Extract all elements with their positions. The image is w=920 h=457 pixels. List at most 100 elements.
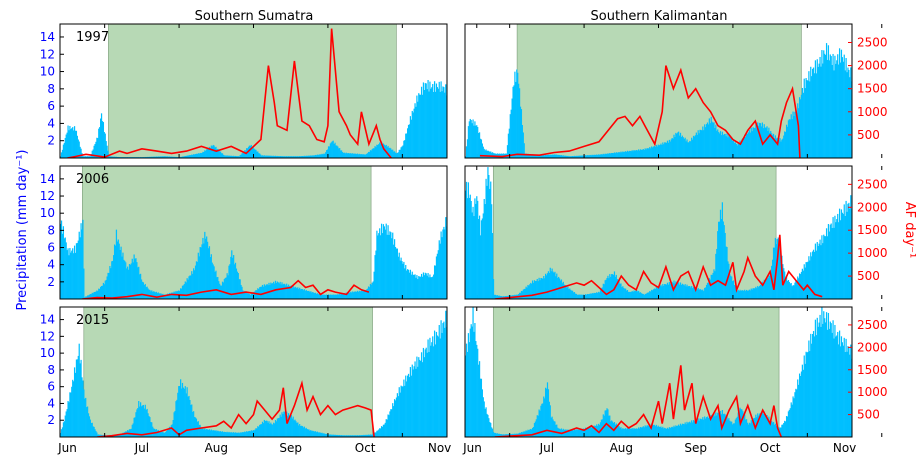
precip-bar: [785, 131, 787, 158]
precip-bar: [154, 292, 157, 299]
precip-bar: [166, 293, 169, 299]
precip-bar: [542, 403, 544, 437]
precip-bar: [355, 154, 358, 158]
precip-bar: [314, 431, 317, 437]
precip-bar: [329, 294, 332, 299]
precip-bar: [157, 156, 159, 158]
precip-bar: [722, 221, 724, 299]
precip-bar: [166, 430, 168, 437]
precip-bar: [527, 429, 529, 437]
precip-bar: [374, 146, 376, 158]
precip-bar: [753, 418, 755, 437]
precip-bar: [241, 432, 243, 437]
precip-bar: [413, 108, 415, 158]
precip-bar: [243, 151, 245, 158]
precip-bar: [238, 433, 240, 437]
precip-bar: [690, 287, 692, 299]
precip-bar: [533, 280, 536, 299]
precip-bar: [335, 435, 337, 437]
precip-bar: [670, 282, 672, 299]
precip-bar: [718, 133, 721, 158]
precip-bar: [233, 432, 236, 437]
precip-bar: [388, 147, 390, 158]
precip-bar: [629, 291, 631, 299]
precip-bar: [147, 413, 149, 437]
precip-bar: [419, 276, 421, 299]
precip-bar: [200, 247, 202, 299]
precip-bar: [321, 294, 323, 299]
precip-bar: [678, 425, 681, 437]
precip-bar: [369, 434, 372, 437]
precip-bar: [599, 154, 602, 158]
precip-bar: [444, 92, 446, 158]
precip-bar: [525, 286, 527, 299]
precip-bar: [320, 154, 322, 158]
precip-bar: [780, 141, 782, 158]
precip-bar: [775, 426, 777, 437]
precip-bar: [790, 114, 792, 158]
precip-bar: [270, 155, 272, 158]
precip-bar: [375, 432, 377, 437]
precip-bar: [813, 73, 816, 158]
precip-bar: [351, 435, 353, 437]
precip-bar: [524, 288, 526, 299]
precip-bar: [171, 424, 173, 437]
precip-bar: [76, 243, 78, 299]
precip-bar: [758, 413, 761, 437]
precip-bar: [771, 259, 774, 299]
precip-bar: [314, 154, 317, 158]
precip-bar: [92, 149, 94, 158]
precip-bar: [658, 286, 660, 299]
precip-bar: [499, 295, 501, 299]
precip-bar: [583, 428, 585, 437]
precip-bar: [67, 248, 69, 299]
precip-bar: [840, 209, 843, 299]
precip-bar: [664, 427, 666, 437]
precip-bar: [193, 270, 196, 299]
precip-bar: [604, 280, 606, 299]
precip-bar: [286, 156, 288, 158]
precip-bar: [384, 422, 386, 437]
precip-bar: [842, 345, 844, 437]
precip-bar: [377, 145, 379, 158]
precip-bar: [244, 150, 246, 158]
precip-bar: [232, 432, 234, 437]
precip-bar: [480, 139, 483, 158]
precip-bar: [792, 111, 794, 158]
precip-bar: [270, 422, 272, 437]
precip-bar: [811, 343, 813, 437]
precip-bar: [576, 155, 578, 158]
precip-bar: [723, 413, 725, 437]
precip-bar: [826, 236, 829, 299]
precip-bar: [810, 252, 812, 299]
precip-bar: [681, 423, 683, 437]
precip-bar: [656, 146, 658, 158]
precip-bar: [239, 155, 241, 158]
precip-bar: [173, 412, 175, 437]
precip-bar: [654, 288, 657, 299]
precip-bar: [367, 151, 370, 158]
precip-bar: [431, 87, 433, 158]
precip-bar: [735, 418, 737, 437]
precip-bar: [215, 270, 217, 299]
precip-bar: [418, 93, 420, 158]
precip-bar: [614, 424, 617, 437]
precip-bar: [95, 291, 97, 299]
precip-bar: [286, 156, 289, 158]
precip-bar: [260, 424, 262, 437]
precip-bar: [610, 421, 612, 437]
precip-bar: [93, 291, 95, 299]
precip-bar: [193, 154, 195, 158]
precip-bar: [831, 227, 833, 299]
precip-bar: [60, 223, 62, 299]
precip-bar: [329, 143, 332, 158]
dry-season-shade: [83, 306, 373, 438]
precip-bar: [732, 139, 735, 158]
precip-bar: [574, 293, 577, 299]
precip-bar: [579, 295, 581, 299]
precip-bar: [743, 290, 745, 299]
precip-bar: [776, 137, 778, 158]
precip-bar: [789, 119, 791, 158]
precip-bar: [322, 433, 324, 437]
precip-bar: [210, 145, 212, 158]
